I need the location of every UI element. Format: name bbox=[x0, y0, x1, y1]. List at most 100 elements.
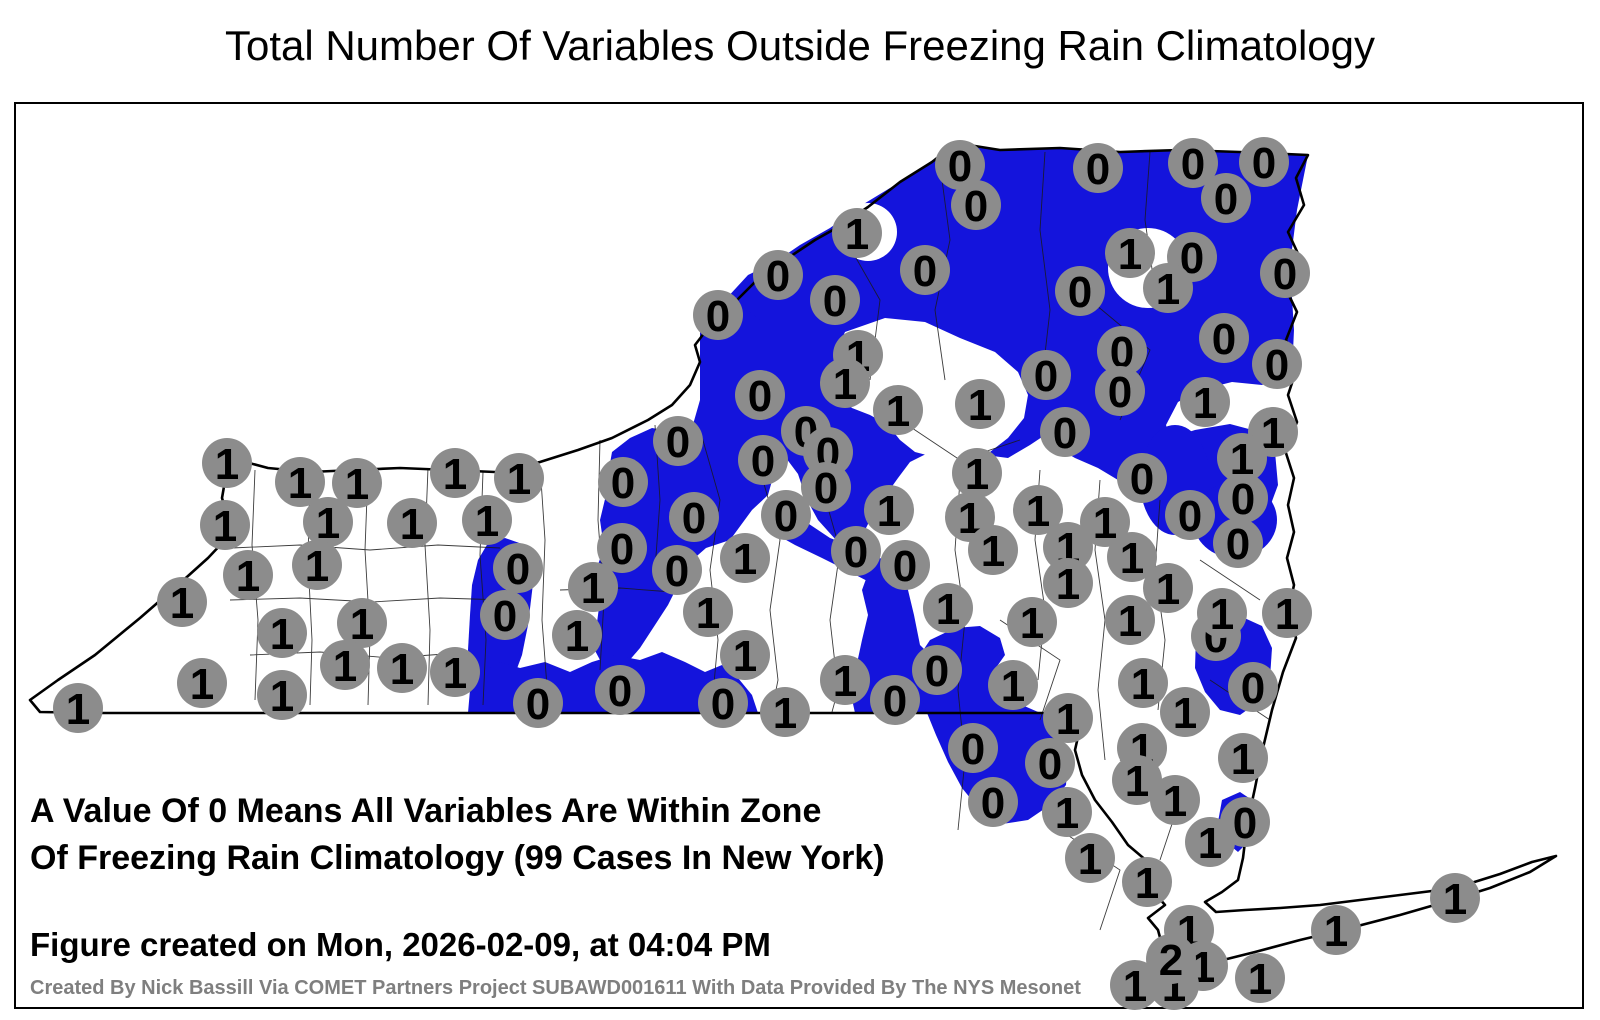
svg-text:0: 0 bbox=[1053, 409, 1077, 458]
svg-text:2: 2 bbox=[1159, 936, 1183, 985]
station-marker: 1 bbox=[720, 630, 770, 681]
station-marker: 0 bbox=[1095, 366, 1145, 417]
svg-text:0: 0 bbox=[964, 182, 988, 231]
station-marker: 1 bbox=[377, 643, 427, 694]
station-marker: 0 bbox=[1260, 248, 1310, 299]
svg-text:1: 1 bbox=[1020, 599, 1044, 648]
svg-text:1: 1 bbox=[1118, 597, 1142, 646]
svg-text:1: 1 bbox=[350, 600, 374, 649]
svg-text:1: 1 bbox=[66, 685, 90, 734]
station-marker: 1 bbox=[177, 658, 227, 709]
svg-text:0: 0 bbox=[814, 464, 838, 513]
station-marker: 0 bbox=[1213, 518, 1263, 569]
station-marker: 1 bbox=[157, 577, 207, 628]
station-marker: 0 bbox=[513, 678, 563, 729]
station-marker: 1 bbox=[1105, 595, 1155, 646]
station-marker: 0 bbox=[480, 590, 530, 641]
station-marker: 1 bbox=[955, 379, 1005, 430]
station-marker: 1 bbox=[462, 495, 512, 546]
station-marker: 1 bbox=[873, 385, 923, 436]
station-marker: 1 bbox=[1107, 532, 1157, 583]
svg-text:0: 0 bbox=[1273, 250, 1297, 299]
station-marker: 0 bbox=[1040, 407, 1090, 458]
station-marker: 0 bbox=[1228, 662, 1278, 713]
svg-text:1: 1 bbox=[1173, 689, 1197, 738]
svg-text:0: 0 bbox=[823, 277, 847, 326]
svg-text:0: 0 bbox=[844, 528, 868, 577]
svg-text:1: 1 bbox=[1156, 265, 1180, 314]
station-marker: 1 bbox=[1112, 755, 1162, 806]
station-marker: 0 bbox=[652, 545, 702, 596]
station-marker: 1 bbox=[275, 457, 325, 508]
svg-text:1: 1 bbox=[773, 689, 797, 738]
station-marker: 1 bbox=[53, 683, 103, 734]
svg-text:1: 1 bbox=[1193, 379, 1217, 428]
station-marker: 1 bbox=[1122, 857, 1172, 908]
svg-text:1: 1 bbox=[443, 450, 467, 499]
svg-text:1: 1 bbox=[390, 645, 414, 694]
svg-text:0: 0 bbox=[913, 247, 937, 296]
station-marker: 1 bbox=[1235, 953, 1285, 1004]
station-marker: 1 bbox=[200, 500, 250, 551]
station-marker: 1 bbox=[760, 687, 810, 738]
svg-text:0: 0 bbox=[711, 680, 735, 729]
svg-text:0: 0 bbox=[883, 677, 907, 726]
svg-text:1: 1 bbox=[1131, 660, 1155, 709]
svg-text:1: 1 bbox=[1231, 735, 1255, 784]
svg-text:0: 0 bbox=[1181, 140, 1205, 189]
svg-text:1: 1 bbox=[305, 542, 329, 591]
station-marker: 1 bbox=[1430, 873, 1480, 924]
svg-text:0: 0 bbox=[1178, 492, 1202, 541]
svg-text:0: 0 bbox=[526, 680, 550, 729]
station-marker: 0 bbox=[753, 250, 803, 301]
station-marker: 0 bbox=[1239, 137, 1289, 188]
svg-text:0: 0 bbox=[1226, 520, 1250, 569]
svg-text:0: 0 bbox=[774, 492, 798, 541]
svg-text:1: 1 bbox=[965, 450, 989, 499]
svg-text:1: 1 bbox=[1324, 907, 1348, 956]
svg-text:1: 1 bbox=[833, 360, 857, 409]
svg-text:1: 1 bbox=[190, 660, 214, 709]
svg-text:1: 1 bbox=[1163, 777, 1187, 826]
svg-text:1: 1 bbox=[1093, 499, 1117, 548]
station-marker: 0 bbox=[1218, 473, 1268, 524]
station-marker: 0 bbox=[693, 290, 743, 341]
figure-created-timestamp: Figure created on Mon, 2026-02-09, at 04… bbox=[30, 926, 771, 963]
station-marker: 0 bbox=[831, 526, 881, 577]
station-marker: 1 bbox=[1160, 687, 1210, 738]
svg-text:1: 1 bbox=[213, 502, 237, 551]
station-marker: 1 bbox=[952, 448, 1002, 499]
svg-text:1: 1 bbox=[1156, 565, 1180, 614]
svg-text:1: 1 bbox=[270, 610, 294, 659]
svg-text:1: 1 bbox=[443, 649, 467, 698]
svg-text:1: 1 bbox=[1275, 590, 1299, 639]
station-marker: 1 bbox=[257, 608, 307, 659]
svg-text:1: 1 bbox=[1123, 962, 1147, 1011]
station-marker: 0 bbox=[653, 416, 703, 467]
svg-text:1: 1 bbox=[1230, 435, 1254, 484]
station-marker: 1 bbox=[1065, 833, 1115, 884]
zero-meaning-annotation: A Value Of 0 Means All Variables Are Wit… bbox=[30, 788, 885, 882]
station-marker: 1 bbox=[1013, 485, 1063, 536]
station-marker: 1 bbox=[1143, 563, 1193, 614]
station-marker: 0 bbox=[493, 543, 543, 594]
station-marker: 0 bbox=[1025, 738, 1075, 789]
station-marker: 0 bbox=[951, 180, 1001, 231]
svg-text:0: 0 bbox=[706, 292, 730, 341]
svg-text:0: 0 bbox=[751, 437, 775, 486]
svg-text:1: 1 bbox=[1056, 560, 1080, 609]
svg-text:1: 1 bbox=[1118, 230, 1142, 279]
svg-text:1: 1 bbox=[270, 672, 294, 721]
station-marker: 1 bbox=[494, 453, 544, 504]
station-marker: 0 bbox=[1021, 350, 1071, 401]
annotation-line-2: Of Freezing Rain Climatology (99 Cases I… bbox=[30, 838, 885, 877]
svg-text:0: 0 bbox=[1212, 315, 1236, 364]
svg-text:1: 1 bbox=[886, 387, 910, 436]
svg-text:0: 0 bbox=[748, 372, 772, 421]
svg-text:0: 0 bbox=[610, 525, 634, 574]
station-marker: 1 bbox=[1197, 588, 1247, 639]
svg-text:0: 0 bbox=[1241, 664, 1265, 713]
svg-text:0: 0 bbox=[1214, 175, 1238, 224]
svg-text:0: 0 bbox=[1252, 139, 1276, 188]
station-marker: 1 bbox=[430, 647, 480, 698]
